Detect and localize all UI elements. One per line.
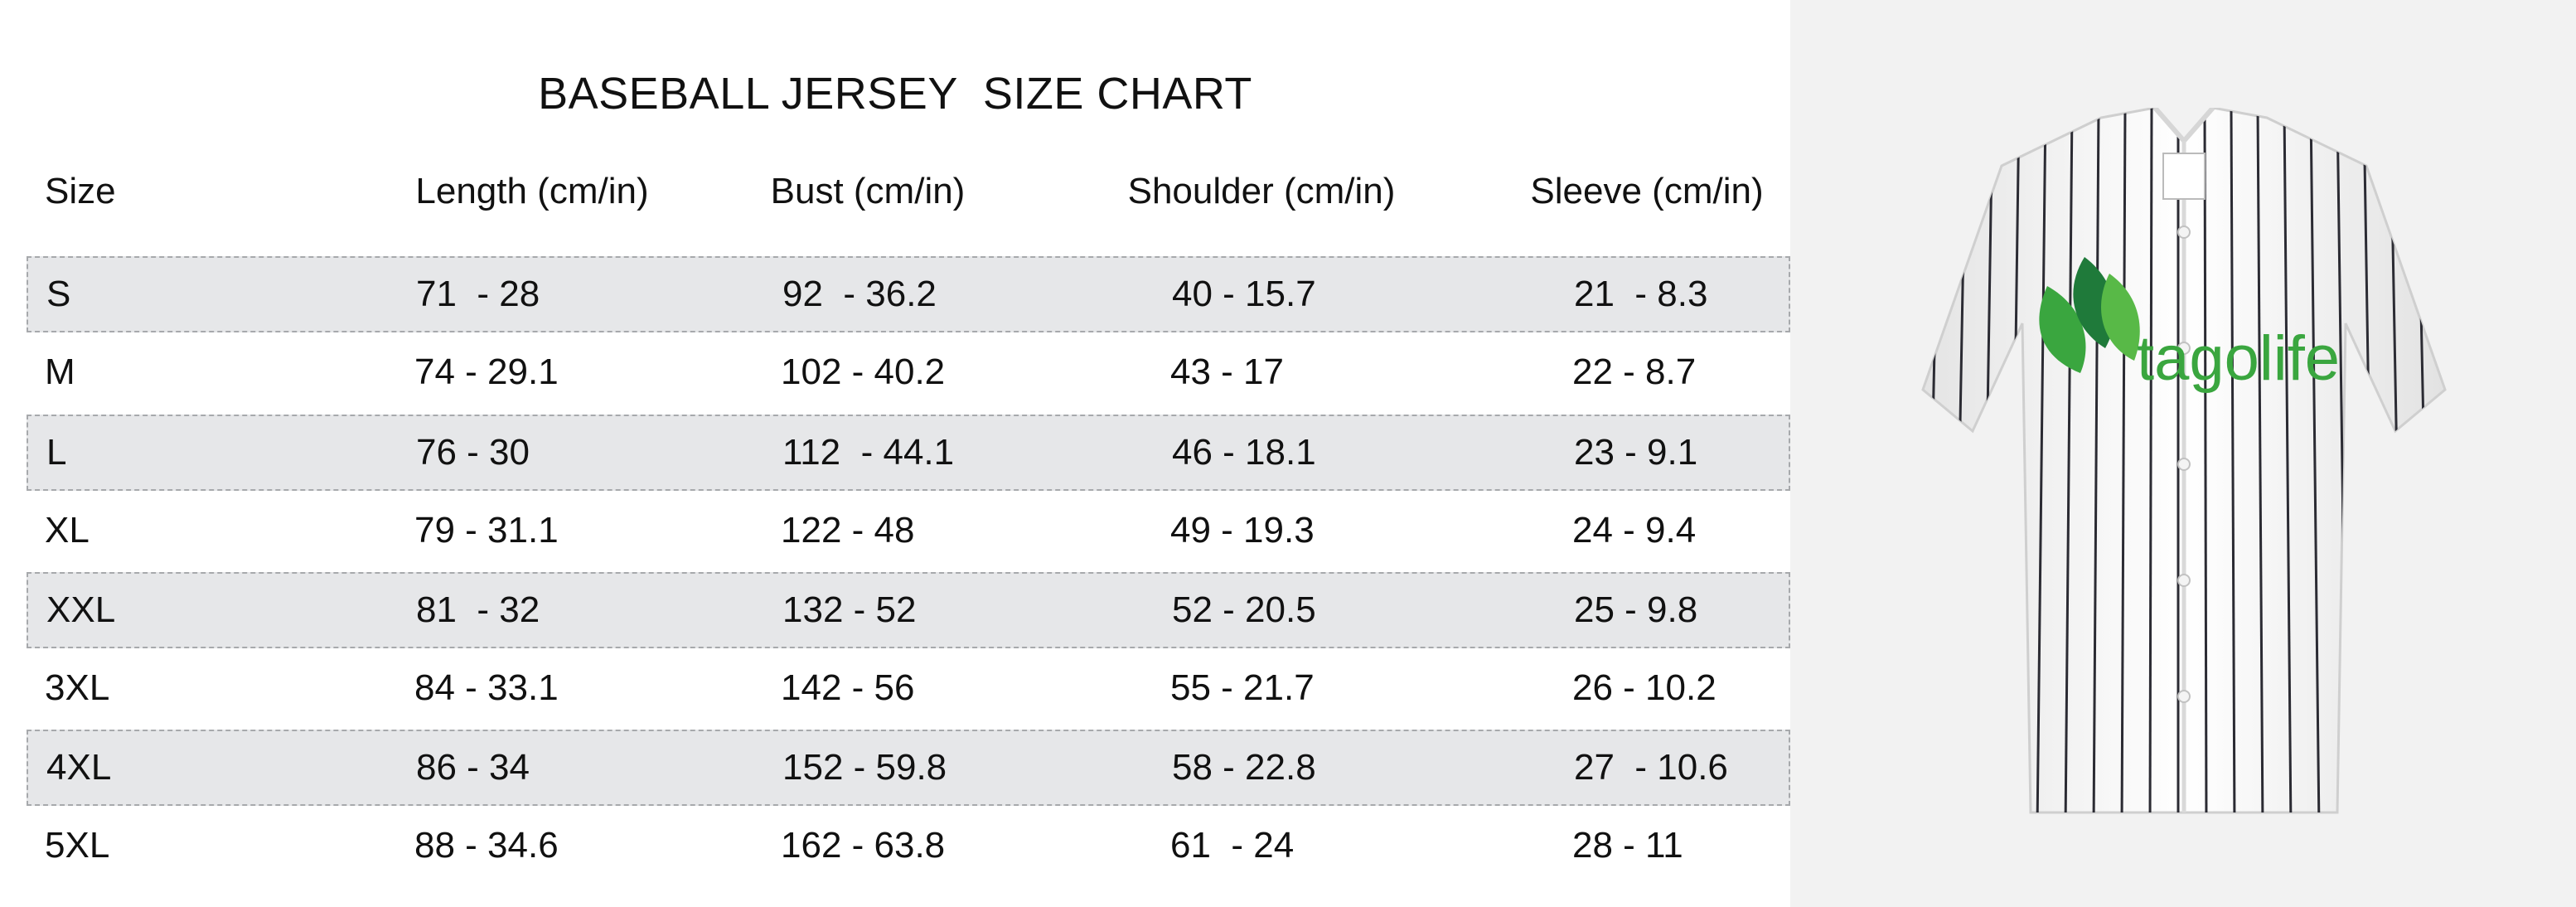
table-row: L 76 - 30 112 - 44.1 46 - 18.1 23 - 9.1 [27, 415, 1790, 491]
header-shoulder: Shoulder (cm/in) [1127, 171, 1396, 211]
table-row: 3XL 84 - 33.1 142 - 56 55 - 21.7 26 - 10… [27, 650, 1790, 726]
length-cell: 79 - 31.1 [414, 510, 559, 551]
sleeve-cell: 25 - 9.8 [1574, 589, 1698, 630]
length-cell: 88 - 34.6 [414, 825, 559, 866]
size-cell: M [45, 352, 75, 392]
size-cell: 4XL [46, 747, 112, 788]
table-row: 5XL 88 - 34.6 162 - 63.8 61 - 24 28 - 11 [27, 808, 1790, 884]
size-cell: L [46, 432, 67, 473]
bust-cell: 122 - 48 [781, 510, 915, 551]
length-cell: 81 - 32 [416, 589, 540, 630]
leaf-icon [2101, 274, 2140, 361]
sleeve-cell: 21 - 8.3 [1574, 274, 1708, 314]
sleeve-cell: 26 - 10.2 [1572, 667, 1717, 708]
header-size: Size [45, 171, 116, 211]
sleeve-cell: 28 - 11 [1572, 825, 1683, 866]
bust-cell: 132 - 52 [782, 589, 917, 630]
bust-cell: 142 - 56 [781, 667, 915, 708]
jersey-tag [2162, 153, 2206, 200]
bust-cell: 152 - 59.8 [782, 747, 947, 788]
product-image-panel: tagolife [1790, 0, 2576, 907]
bust-cell: 112 - 44.1 [782, 432, 955, 473]
jersey-buttons [2177, 226, 2191, 703]
size-cell: XXL [46, 589, 116, 630]
bust-cell: 102 - 40.2 [781, 352, 946, 392]
header-length: Length (cm/in) [415, 171, 649, 211]
length-cell: 84 - 33.1 [414, 667, 559, 708]
table-row: S 71 - 28 92 - 36.2 40 - 15.7 21 - 8.3 [27, 256, 1790, 332]
table-row: M 74 - 29.1 102 - 40.2 43 - 17 22 - 8.7 [27, 334, 1790, 410]
size-chart-panel: BASEBALL JERSEY SIZE CHART Size Length (… [27, 69, 1790, 884]
bust-cell: 162 - 63.8 [781, 825, 946, 866]
shoulder-cell: 40 - 15.7 [1172, 274, 1316, 314]
length-cell: 74 - 29.1 [414, 352, 559, 392]
bust-cell: 92 - 36.2 [782, 274, 937, 314]
length-cell: 71 - 28 [416, 274, 540, 314]
header-bust: Bust (cm/in) [770, 171, 966, 211]
shoulder-cell: 43 - 17 [1170, 352, 1284, 392]
shoulder-cell: 49 - 19.3 [1170, 510, 1315, 551]
shoulder-cell: 58 - 22.8 [1172, 747, 1316, 788]
shoulder-cell: 55 - 21.7 [1170, 667, 1315, 708]
shoulder-cell: 61 - 24 [1170, 825, 1295, 866]
logo-text: tagolife [2137, 323, 2340, 394]
leaf-icon [2039, 286, 2086, 373]
sleeve-cell: 24 - 9.4 [1572, 510, 1697, 551]
sleeve-cell: 27 - 10.6 [1574, 747, 1728, 788]
size-cell: 5XL [45, 825, 110, 866]
size-cell: 3XL [45, 667, 110, 708]
table-header-row: Size Length (cm/in) Bust (cm/in) Shoulde… [27, 162, 1790, 221]
length-cell: 86 - 34 [416, 747, 530, 788]
table-row: XL 79 - 31.1 122 - 48 49 - 19.3 24 - 9.4 [27, 492, 1790, 569]
table-row: 4XL 86 - 34 152 - 59.8 58 - 22.8 27 - 10… [27, 730, 1790, 806]
jersey-illustration: tagolife [1921, 108, 2447, 814]
size-cell: XL [45, 510, 90, 551]
sleeve-cell: 23 - 9.1 [1574, 432, 1698, 473]
length-cell: 76 - 30 [416, 432, 530, 473]
size-cell: S [46, 274, 71, 314]
sleeve-cell: 22 - 8.7 [1572, 352, 1697, 392]
shoulder-cell: 46 - 18.1 [1172, 432, 1316, 473]
shoulder-cell: 52 - 20.5 [1172, 589, 1316, 630]
table-row: XXL 81 - 32 132 - 52 52 - 20.5 25 - 9.8 [27, 572, 1790, 648]
chart-title: BASEBALL JERSEY SIZE CHART [538, 69, 1252, 119]
tagolife-logo: tagolife [2039, 257, 2340, 394]
header-sleeve: Sleeve (cm/in) [1530, 171, 1764, 211]
